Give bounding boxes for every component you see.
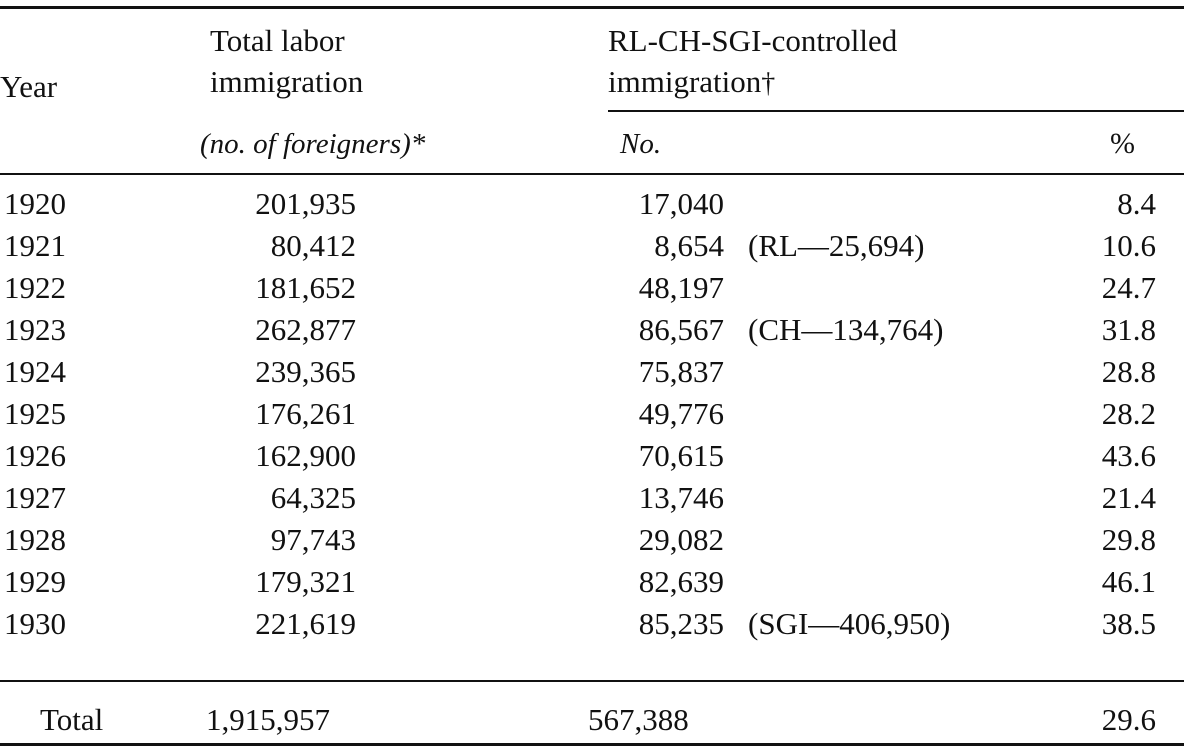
total-row-percent: 29.6 — [1101, 702, 1156, 737]
percent-cell: 43.6 — [1101, 438, 1156, 473]
controlled-note-cell: (SGI—406,950) — [748, 606, 951, 641]
year-cell: 1921 — [4, 228, 66, 263]
table-row: 1930 221,619 85,235 (SGI—406,950) 38.5 — [0, 604, 1184, 646]
controlled-note-cell: (RL—25,694) — [748, 228, 925, 263]
column-header-total-line1: Total labor — [210, 23, 345, 58]
total-labor-immigration-cell: 162,900 — [255, 438, 356, 473]
table-row: 1922 181,652 48,197 24.7 — [0, 268, 1184, 310]
percent-cell: 29.8 — [1101, 522, 1156, 557]
total-labor-immigration-cell: 64,325 — [270, 480, 356, 515]
controlled-number-cell: 8,654 — [654, 228, 724, 263]
total-row-label: Total — [40, 702, 104, 737]
column-header-total-line2: immigration — [210, 64, 364, 99]
year-cell: 1927 — [4, 480, 66, 515]
controlled-number-cell: 75,837 — [638, 354, 724, 389]
total-row-controlled-number: 567,388 — [588, 702, 689, 737]
controlled-note-cell: (CH—134,764) — [748, 312, 944, 347]
percent-cell: 28.2 — [1101, 396, 1156, 431]
percent-cell: 46.1 — [1101, 564, 1156, 599]
table-rule-top — [0, 6, 1184, 9]
controlled-number-cell: 85,235 — [638, 606, 724, 641]
year-cell: 1920 — [4, 186, 66, 221]
controlled-number-cell: 82,639 — [638, 564, 724, 599]
total-labor-immigration-cell: 97,743 — [270, 522, 356, 557]
table-row: 1927 64,325 13,746 21.4 — [0, 478, 1184, 520]
percent-cell: 21.4 — [1101, 480, 1156, 515]
controlled-number-cell: 29,082 — [638, 522, 724, 557]
table-row: 1928 97,743 29,082 29.8 — [0, 520, 1184, 562]
table-rule-bottom — [0, 743, 1184, 746]
total-row: Total 1,915,957 567,388 29.6 — [0, 700, 1184, 740]
percent-cell: 31.8 — [1101, 312, 1156, 347]
controlled-number-cell: 70,615 — [638, 438, 724, 473]
subheader-percent: % — [1110, 127, 1135, 160]
percent-cell: 24.7 — [1101, 270, 1156, 305]
total-labor-immigration-cell: 181,652 — [255, 270, 356, 305]
table-row: 1923 262,877 86,567 (CH—134,764) 31.8 — [0, 310, 1184, 352]
column-header-controlled-line2-wrap: immigration† — [608, 61, 897, 104]
subheader-total-unit: (no. of foreigners)* — [200, 128, 426, 160]
percent-cell: 10.6 — [1101, 228, 1156, 263]
percent-cell: 38.5 — [1101, 606, 1156, 641]
total-labor-immigration-cell: 80,412 — [270, 228, 356, 263]
table-rule-total — [0, 680, 1184, 682]
controlled-number-cell: 48,197 — [638, 270, 724, 305]
subheader-controlled-number: No. — [620, 128, 662, 160]
total-labor-immigration-cell: 262,877 — [255, 312, 356, 347]
subheader-rule — [608, 110, 1184, 112]
total-labor-immigration-cell: 179,321 — [255, 564, 356, 599]
year-cell: 1929 — [4, 564, 66, 599]
table-row: 1929 179,321 82,639 46.1 — [0, 562, 1184, 604]
year-cell: 1926 — [4, 438, 66, 473]
column-header-total-immigration: Total labor immigration — [210, 20, 363, 102]
controlled-number-cell: 17,040 — [638, 186, 724, 221]
column-header-year-label: Year — [0, 69, 58, 104]
total-row-labor-immigration: 1,915,957 — [206, 702, 330, 737]
total-labor-immigration-cell: 221,619 — [255, 606, 356, 641]
table-row: 1924 239,365 75,837 28.8 — [0, 352, 1184, 394]
table-row: 1921 80,412 8,654 (RL—25,694) 10.6 — [0, 226, 1184, 268]
percent-cell: 8.4 — [1117, 186, 1156, 221]
year-cell: 1928 — [4, 522, 66, 557]
total-labor-immigration-cell: 176,261 — [255, 396, 356, 431]
controlled-number-cell: 13,746 — [638, 480, 724, 515]
table-body: 1920 201,935 17,040 8.4 1921 80,412 8,654 (RL—2… — [0, 184, 1184, 646]
year-cell: 1924 — [4, 354, 66, 389]
year-cell: 1922 — [4, 270, 66, 305]
controlled-number-cell: 49,776 — [638, 396, 724, 431]
table-row: 1926 162,900 70,615 43.6 — [0, 436, 1184, 478]
column-header-controlled-line1: RL-CH-SGI-controlled — [608, 23, 898, 58]
table-row: 1925 176,261 49,776 28.2 — [0, 394, 1184, 436]
year-cell: 1925 — [4, 396, 66, 431]
percent-cell: 28.8 — [1101, 354, 1156, 389]
year-cell: 1930 — [4, 606, 66, 641]
total-labor-immigration-cell: 201,935 — [255, 186, 356, 221]
total-labor-immigration-cell: 239,365 — [255, 354, 356, 389]
table-row: 1920 201,935 17,040 8.4 — [0, 184, 1184, 226]
column-header-year: Year — [0, 66, 57, 107]
column-header-controlled-line2: immigration — [608, 64, 762, 99]
column-header-controlled-immigration: RL-CH-SGI-controlled immigration† — [608, 20, 897, 104]
table-rule-header — [0, 173, 1184, 175]
dagger-footnote-mark: † — [761, 68, 776, 99]
year-cell: 1923 — [4, 312, 66, 347]
controlled-number-cell: 86,567 — [638, 312, 724, 347]
